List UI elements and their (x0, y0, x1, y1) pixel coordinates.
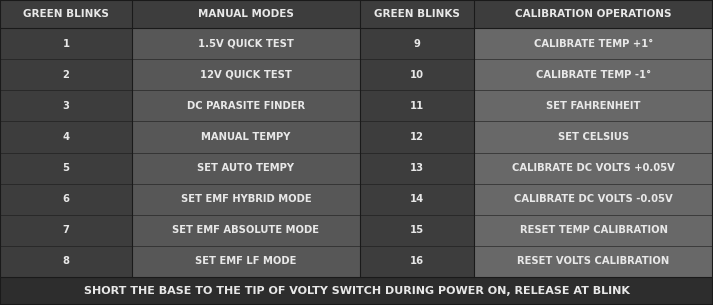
Text: GREEN BLINKS: GREEN BLINKS (374, 9, 460, 19)
Text: 10: 10 (410, 70, 424, 80)
Text: CALIBRATE DC VOLTS +0.05V: CALIBRATE DC VOLTS +0.05V (512, 163, 675, 173)
Text: CALIBRATION OPERATIONS: CALIBRATION OPERATIONS (515, 9, 672, 19)
Text: 3: 3 (63, 101, 69, 111)
Text: CALIBRATE DC VOLTS -0.05V: CALIBRATE DC VOLTS -0.05V (514, 194, 673, 204)
Text: 15: 15 (410, 225, 424, 235)
Text: 12V QUICK TEST: 12V QUICK TEST (200, 70, 292, 80)
Bar (474, 28, 713, 277)
Bar (0, 277, 713, 305)
Text: SHORT THE BASE TO THE TIP OF VOLTY SWITCH DURING POWER ON, RELEASE AT BLINK: SHORT THE BASE TO THE TIP OF VOLTY SWITC… (83, 286, 630, 296)
Text: 11: 11 (410, 101, 424, 111)
Text: MANUAL MODES: MANUAL MODES (198, 9, 294, 19)
Text: 5: 5 (63, 163, 69, 173)
Text: RESET VOLTS CALIBRATION: RESET VOLTS CALIBRATION (518, 257, 670, 267)
Text: 1: 1 (63, 38, 69, 48)
Text: SET CELSIUS: SET CELSIUS (558, 132, 629, 142)
Text: 1.5V QUICK TEST: 1.5V QUICK TEST (198, 38, 294, 48)
Text: 2: 2 (63, 70, 69, 80)
Text: 4: 4 (63, 132, 69, 142)
Text: 16: 16 (410, 257, 424, 267)
Text: 7: 7 (63, 225, 69, 235)
Text: 12: 12 (410, 132, 424, 142)
Text: SET EMF HYBRID MODE: SET EMF HYBRID MODE (180, 194, 312, 204)
Text: 14: 14 (410, 194, 424, 204)
Text: MANUAL TEMPY: MANUAL TEMPY (201, 132, 291, 142)
Text: SET FAHRENHEIT: SET FAHRENHEIT (546, 101, 641, 111)
Text: 13: 13 (410, 163, 424, 173)
Text: 6: 6 (63, 194, 69, 204)
Text: SET AUTO TEMPY: SET AUTO TEMPY (198, 163, 294, 173)
Text: 8: 8 (63, 257, 69, 267)
Text: DC PARASITE FINDER: DC PARASITE FINDER (187, 101, 305, 111)
Text: RESET TEMP CALIBRATION: RESET TEMP CALIBRATION (520, 225, 667, 235)
Text: SET EMF LF MODE: SET EMF LF MODE (195, 257, 297, 267)
Text: CALIBRATE TEMP +1°: CALIBRATE TEMP +1° (534, 38, 653, 48)
Text: CALIBRATE TEMP -1°: CALIBRATE TEMP -1° (536, 70, 651, 80)
Bar (132, 28, 360, 277)
Text: GREEN BLINKS: GREEN BLINKS (23, 9, 109, 19)
Text: 9: 9 (414, 38, 421, 48)
Text: SET EMF ABSOLUTE MODE: SET EMF ABSOLUTE MODE (173, 225, 319, 235)
